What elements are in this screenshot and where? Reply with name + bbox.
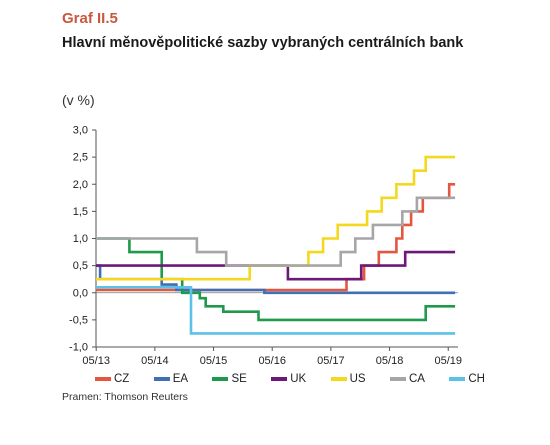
series-line-us: [96, 155, 456, 281]
x-tick-label: 05/13: [82, 355, 110, 367]
legend-label: CH: [468, 373, 485, 385]
x-tick-label: 05/17: [317, 355, 345, 367]
legend-item-ea: EA: [153, 371, 189, 387]
legend-item-us: US: [330, 371, 366, 387]
y-tick-label: 2,5: [73, 152, 88, 164]
legend-swatch: [153, 377, 170, 381]
x-tick-label: 05/14: [141, 355, 169, 367]
y-tick-label: 1,5: [73, 206, 88, 218]
legend-item-ca: CA: [389, 371, 425, 387]
y-tick-label: 3,0: [73, 125, 88, 137]
chart-kicker: Graf II.5: [62, 10, 118, 27]
series-line-cz: [96, 183, 456, 292]
y-tick-label: 1,0: [73, 233, 88, 245]
legend-label: US: [349, 373, 366, 385]
y-tick-label: -1,0: [69, 342, 88, 354]
x-tick-label: 05/16: [258, 355, 286, 367]
legend-swatch: [212, 377, 229, 381]
series-line-ca: [96, 196, 456, 267]
series-line-ea: [96, 264, 456, 295]
legend-swatch: [95, 377, 111, 381]
legend-swatch: [330, 377, 347, 381]
legend-label: EA: [172, 373, 189, 385]
legend-item-se: SE: [212, 371, 247, 387]
chart-title: Hlavní měnověpolitické sazby vybraných c…: [62, 35, 464, 51]
legend-swatch: [389, 377, 406, 381]
y-tick-label: -0,5: [69, 314, 88, 326]
x-tick-label: 05/18: [376, 355, 404, 367]
series-line-uk: [96, 250, 456, 281]
legend-swatch: [271, 377, 288, 381]
legend-item-uk: UK: [271, 371, 306, 387]
x-tick-label: 05/15: [200, 355, 228, 367]
legend-label: CZ: [114, 373, 130, 385]
legend-label: SE: [231, 373, 247, 385]
legend-swatch: [449, 377, 466, 381]
series-line-se: [96, 237, 456, 322]
legend-item-ch: CH: [449, 371, 485, 387]
y-tick-label: 2,0: [73, 179, 88, 191]
legend-label: CA: [408, 373, 425, 385]
y-tick-label: 0,5: [73, 260, 88, 272]
series-line-ch: [96, 286, 456, 335]
y-tick-label: 0,0: [73, 287, 88, 299]
x-tick-label: 05/19: [434, 355, 462, 367]
chart-legend: CZ EA SE UK US CA CH: [95, 371, 485, 387]
source-note: Pramen: Thomson Reuters: [62, 391, 188, 403]
chart-unit-label: (v %): [62, 92, 95, 108]
legend-item-cz: CZ: [95, 371, 129, 387]
legend-label: UK: [290, 373, 307, 385]
